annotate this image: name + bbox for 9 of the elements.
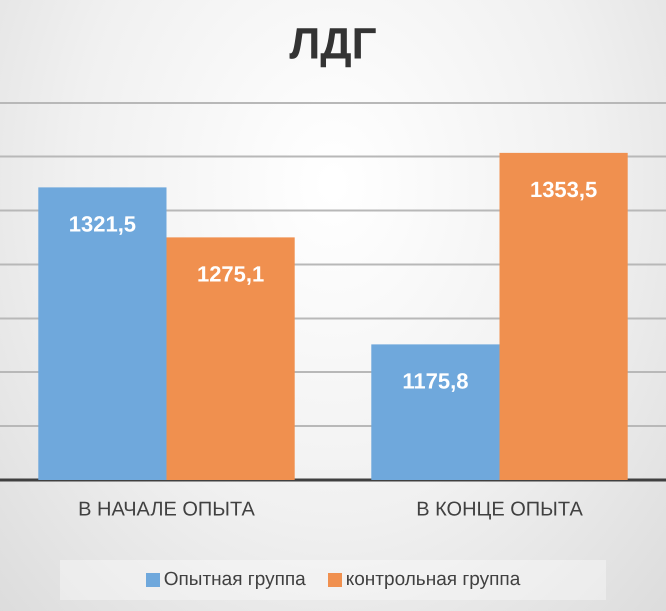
legend-label: контрольная группа [346, 569, 520, 591]
legend-label: Опытная группа [164, 569, 306, 591]
x-tick-label: В КОНЦЕ ОПЫТА [416, 498, 584, 521]
data-label: 1175,8 [402, 368, 468, 394]
data-label: 1321,5 [68, 211, 136, 236]
x-tick-label: В НАЧАЛЕ ОПЫТА [78, 498, 256, 521]
data-label: 1353,5 [530, 176, 598, 202]
data-label: 1275,1 [196, 261, 264, 286]
chart-title: ЛДГ [289, 20, 377, 69]
